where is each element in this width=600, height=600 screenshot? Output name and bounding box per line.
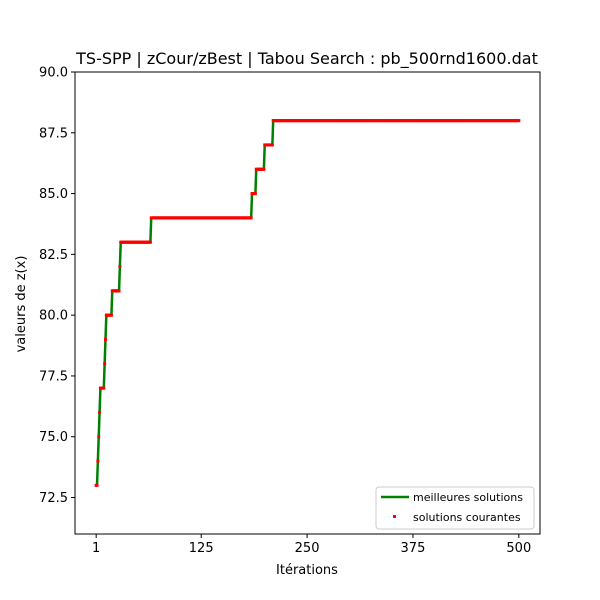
y-tick-label: 82.5 xyxy=(39,248,68,263)
series-layer xyxy=(94,119,521,487)
x-tick-label: 1 xyxy=(92,541,100,556)
legend-label-best: meilleures solutions xyxy=(413,491,523,504)
current-solution-point xyxy=(103,337,107,341)
legend-box xyxy=(375,486,535,530)
chart-title: TS-SPP | zCour/zBest | Tabou Search : pb… xyxy=(75,49,538,69)
current-solution-point xyxy=(95,483,99,487)
y-tick-label: 85.0 xyxy=(39,187,68,202)
axes-layer: 1 125 250 375 500 72.5 75.0 77.5 80.0 82.5 85.0 87.… xyxy=(39,66,541,556)
current-solution-point xyxy=(262,167,266,171)
current-solution-point xyxy=(253,192,257,196)
current-solution-point xyxy=(103,362,107,366)
series-markers-current xyxy=(94,119,521,487)
current-solution-point xyxy=(249,216,253,220)
current-solution-point xyxy=(98,410,102,414)
current-solution-point xyxy=(517,119,521,123)
current-solution-point xyxy=(109,313,113,317)
plot-background xyxy=(75,72,540,534)
plot-area xyxy=(75,72,540,534)
y-tick-label: 72.5 xyxy=(39,491,68,506)
y-tick-label: 80.0 xyxy=(39,309,68,324)
y-tick-label: 87.5 xyxy=(39,126,68,141)
current-solution-point xyxy=(148,240,152,244)
y-tick-label: 77.5 xyxy=(39,369,68,384)
x-tick-label: 500 xyxy=(506,541,531,556)
legend-marker-swatch xyxy=(393,515,396,518)
legend-label-current: solutions courantes xyxy=(413,511,521,524)
x-tick-label: 250 xyxy=(295,541,320,556)
x-tick-label: 375 xyxy=(401,541,426,556)
current-solution-point xyxy=(96,459,100,463)
current-solution-point xyxy=(97,435,101,439)
current-solution-point xyxy=(117,289,121,293)
x-axis-label: Itérations xyxy=(276,563,338,578)
y-tick-label: 75.0 xyxy=(39,430,68,445)
current-solution-point xyxy=(270,143,274,147)
current-solution-point xyxy=(118,265,122,269)
legend: meilleures solutions solutions courantes xyxy=(375,486,535,530)
y-tick-label: 90.0 xyxy=(39,66,68,81)
y-axis-label: valeurs de z(x) xyxy=(14,256,29,353)
x-tick-label: 125 xyxy=(189,541,214,556)
current-solution-point xyxy=(102,386,106,390)
